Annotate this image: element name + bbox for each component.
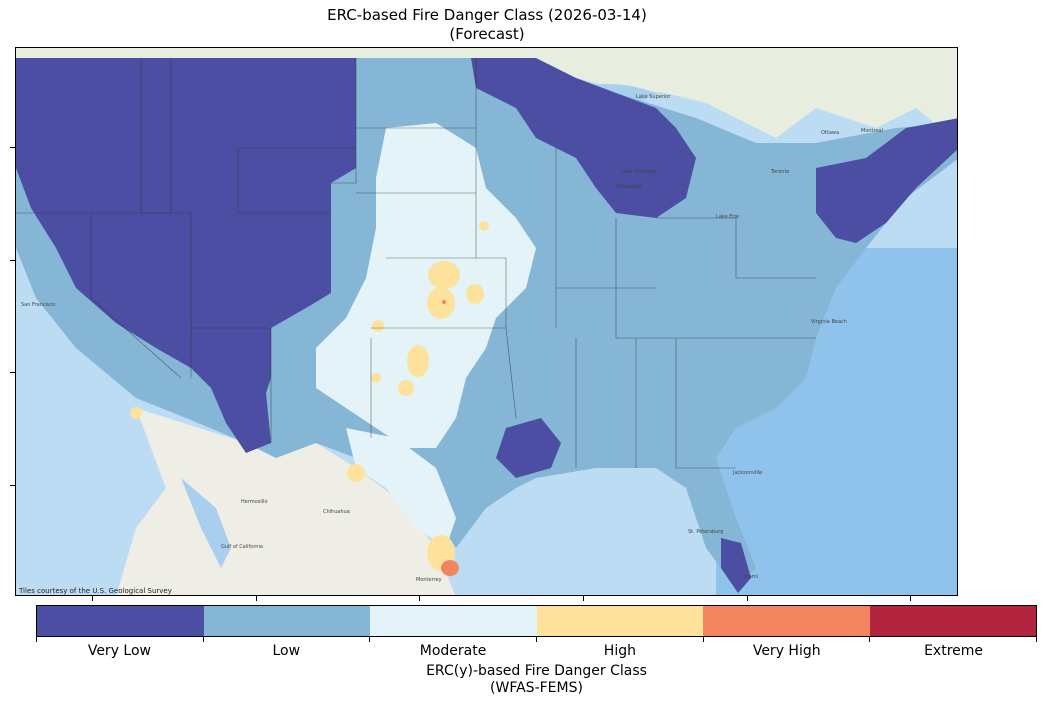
colorbar-tick <box>536 637 537 642</box>
map-title-line2: (Forecast) <box>449 25 525 43</box>
label-monterrey: Monterrey <box>416 577 442 583</box>
high-spot-texas-1 <box>398 380 414 396</box>
legend-label-high: High <box>603 643 636 659</box>
label-lake-erie: Lake Erie <box>716 214 739 220</box>
fire-danger-map[interactable]: Hermosillo Chihuahua Monterrey Gulf of C… <box>15 47 958 596</box>
high-spot-kansas-2 <box>427 287 455 319</box>
label-gulf-california: Gulf of California <box>221 544 263 550</box>
high-spot-texas-3 <box>371 373 381 383</box>
very-low-north-central <box>471 58 696 218</box>
colorbar-title-line1: ERC(y)-based Fire Danger Class <box>426 663 647 679</box>
colorbar-segment-moderate <box>370 606 537 636</box>
label-san-francisco: San Francisco <box>21 302 55 308</box>
moderate-texas <box>346 428 456 548</box>
y-axis-tick <box>10 260 15 261</box>
label-lake-superior: Lake Superior <box>636 94 671 100</box>
label-montreal: Montreal <box>861 128 883 134</box>
canada-land <box>16 48 957 142</box>
colorbar-segment-very-high <box>703 606 870 636</box>
high-spot-iowa <box>479 221 489 231</box>
label-milwaukee: Milwaukee <box>616 184 642 190</box>
colorbar-tick <box>869 637 870 642</box>
y-axis-tick <box>10 485 15 486</box>
x-axis-tick <box>256 596 257 601</box>
colorbar-tick <box>1036 637 1037 642</box>
colorbar <box>36 605 1037 637</box>
x-axis-tick <box>583 596 584 601</box>
colorbar-tick <box>369 637 370 642</box>
label-jacksonville: Jacksonville <box>732 470 762 476</box>
colorbar-segment-very-low <box>37 606 204 636</box>
colorbar-segment-high <box>536 606 703 636</box>
legend-label-low: Low <box>272 643 301 659</box>
map-title: ERC-based Fire Danger Class (2026-03-14)… <box>0 6 974 44</box>
x-axis-tick <box>419 596 420 601</box>
high-spot-oklahoma <box>407 345 429 377</box>
high-spot-east-kansas <box>466 284 484 304</box>
high-spot-kansas <box>428 261 460 289</box>
x-axis-tick <box>747 596 748 601</box>
very-low-northeast <box>816 118 957 243</box>
label-virginia-beach: Virginia Beach <box>811 319 847 325</box>
high-spot-texas-2 <box>347 464 365 482</box>
label-lake-michigan: Lake Michigan <box>621 169 657 175</box>
label-chihuahua: Chihuahua <box>323 509 350 515</box>
gulf-of-california <box>181 478 231 568</box>
label-toronto: Toronto <box>770 169 789 175</box>
colorbar-tick <box>203 637 204 642</box>
legend-label-extreme: Extreme <box>924 643 984 659</box>
mexico-land <box>116 408 456 595</box>
legend-label-moderate: Moderate <box>419 643 487 659</box>
map-canvas: Hermosillo Chihuahua Monterrey Gulf of C… <box>16 48 957 595</box>
colorbar-segment-low <box>203 606 370 636</box>
colorbar-segment-extreme <box>869 606 1036 636</box>
high-spot-socal <box>130 407 142 419</box>
label-st-petersburg: St. Petersburg <box>688 529 723 535</box>
colorbar-tick <box>36 637 37 642</box>
label-miami: Miami <box>743 574 758 580</box>
x-axis-tick <box>910 596 911 601</box>
map-attribution: Tiles courtesy of the U.S. Geological Su… <box>19 587 172 595</box>
colorbar-labels: Very Low Low Moderate High Very High Ext… <box>36 643 1037 659</box>
colorbar-title: ERC(y)-based Fire Danger Class (WFAS-FEM… <box>36 663 1037 697</box>
legend-label-very-low: Very Low <box>87 643 151 659</box>
label-ottawa: Ottawa <box>821 130 839 136</box>
very-high-kansas-dot <box>442 300 446 304</box>
x-axis-tick <box>92 596 93 601</box>
label-hermosillo: Hermosillo <box>241 499 268 505</box>
high-spot-panhandle <box>372 320 384 332</box>
colorbar-title-line2: (WFAS-FEMS) <box>490 680 583 696</box>
very-low-florida <box>721 538 751 593</box>
map-title-line1: ERC-based Fire Danger Class (2026-03-14) <box>327 6 647 24</box>
colorbar-tick <box>703 637 704 642</box>
y-axis-tick <box>10 372 15 373</box>
state-borders <box>16 58 816 469</box>
legend-label-very-high: Very High <box>752 643 821 659</box>
very-high-south-texas <box>441 560 459 576</box>
very-low-louisiana <box>496 418 561 478</box>
y-axis-tick <box>10 147 15 148</box>
